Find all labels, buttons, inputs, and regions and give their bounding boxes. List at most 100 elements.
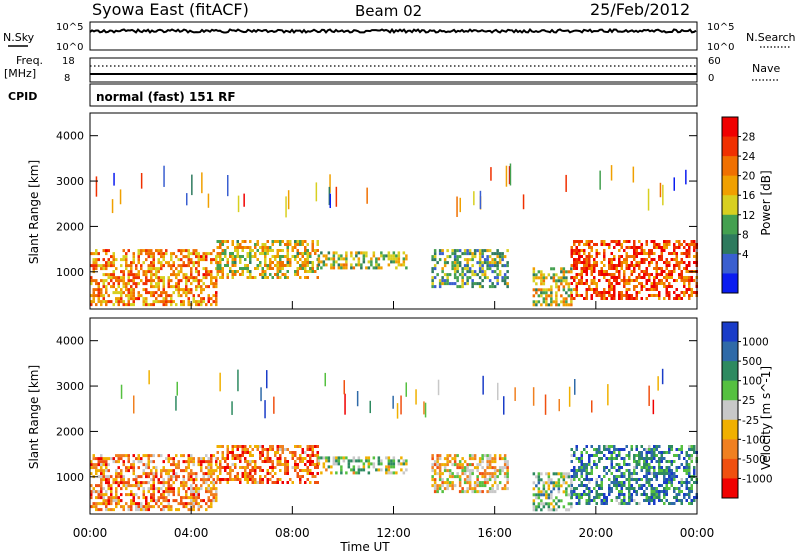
power-cell: [269, 273, 272, 276]
velocity-cell: [167, 469, 170, 473]
power-cell: [441, 249, 444, 253]
power-cell: [187, 288, 190, 292]
power-cell: [618, 258, 621, 261]
power-cell: [625, 261, 628, 264]
power-cell: [325, 257, 328, 261]
power-cell: [127, 270, 130, 274]
power-cell: [150, 264, 153, 268]
power-cell: [170, 258, 173, 262]
power-cell: [540, 282, 543, 286]
velocity-cell: [550, 490, 553, 494]
xtick-label: 12:00: [376, 526, 411, 540]
velocity-cell: [663, 487, 666, 490]
velocity-colorbar-segment: [722, 341, 738, 362]
power-cell: [182, 291, 185, 295]
power-cell: [473, 282, 477, 286]
velocity-cell: [478, 457, 482, 461]
power-cell: [112, 261, 115, 265]
power-cell: [590, 297, 593, 300]
power-cell: [117, 279, 120, 283]
velocity-cell: [192, 505, 195, 509]
velocity-cell: [301, 460, 304, 463]
velocity-cell: [299, 469, 302, 472]
velocity-cell: [481, 466, 484, 470]
velocity-cell: [162, 469, 165, 473]
power-cell: [466, 276, 469, 280]
power-cell: [683, 252, 686, 255]
velocity-cell: [251, 466, 254, 469]
velocity-cell: [618, 481, 621, 484]
velocity-cell: [675, 487, 678, 490]
velocity-cell: [200, 478, 203, 482]
power-cell: [573, 261, 576, 264]
velocity-cell: [542, 484, 546, 488]
power-cell: [301, 255, 304, 258]
velocity-cell: [239, 481, 242, 484]
velocity-cell: [688, 457, 691, 460]
velocity-cell: [448, 484, 452, 488]
power-cell: [600, 240, 603, 243]
power-cell: [570, 288, 573, 292]
power-cell: [431, 276, 434, 280]
velocity-cell: [438, 469, 442, 473]
velocity-cell: [210, 457, 213, 461]
velocity-cell: [540, 490, 543, 494]
velocity-cell: [215, 499, 218, 503]
velocity-cell: [387, 462, 391, 466]
power-cell: [236, 246, 239, 249]
velocity-cell: [115, 481, 118, 485]
velocity-cell: [595, 496, 598, 499]
velocity-cell: [127, 478, 130, 482]
power-cell: [237, 195, 240, 213]
velocity-cell: [443, 463, 447, 467]
velocity-cell: [570, 454, 573, 457]
power-cell: [205, 276, 208, 280]
power-cell: [170, 294, 173, 298]
power-cell: [620, 297, 623, 300]
velocity-cell: [613, 466, 616, 469]
power-cell: [658, 246, 661, 249]
velocity-cell: [120, 478, 123, 482]
power-cell: [155, 270, 158, 274]
power-cell: [215, 294, 218, 298]
power-cell: [658, 294, 661, 297]
velocity-cell: [648, 472, 651, 475]
power-cell: [317, 263, 321, 267]
power-cell: [633, 255, 636, 258]
velocity-cell: [560, 472, 563, 476]
power-cell: [605, 291, 608, 294]
velocity-cell: [291, 466, 294, 469]
velocity-cell: [575, 457, 578, 460]
power-cell: [256, 267, 259, 270]
power-cell: [665, 291, 668, 294]
power-cell: [635, 285, 638, 288]
velocity-cell: [608, 493, 611, 496]
velocity-cell: [607, 384, 609, 406]
power-cell: [540, 270, 543, 274]
power-cell: [433, 255, 437, 259]
power-ytick-label: 1000: [56, 266, 84, 279]
velocity-cell: [246, 466, 249, 469]
velocity-cell: [162, 508, 165, 512]
power-cell: [97, 252, 100, 256]
power-cell: [90, 276, 93, 280]
power-cell: [580, 294, 583, 297]
power-cell: [478, 285, 482, 289]
velocity-cell: [170, 478, 173, 482]
velocity-cell: [638, 487, 641, 490]
velocity-cell: [210, 469, 213, 473]
power-cell: [167, 282, 170, 286]
power-colorbar-tick-label: 20: [742, 171, 755, 183]
velocity-cell: [115, 505, 118, 509]
velocity-cell: [266, 481, 269, 484]
power-cell: [249, 255, 252, 258]
power-cell: [254, 255, 257, 258]
velocity-cell: [557, 499, 561, 503]
velocity-cell: [97, 496, 100, 500]
power-cell: [246, 252, 249, 255]
velocity-cell: [254, 472, 257, 475]
power-cell: [145, 303, 148, 307]
velocity-cell: [182, 460, 185, 464]
power-cell: [680, 297, 683, 300]
